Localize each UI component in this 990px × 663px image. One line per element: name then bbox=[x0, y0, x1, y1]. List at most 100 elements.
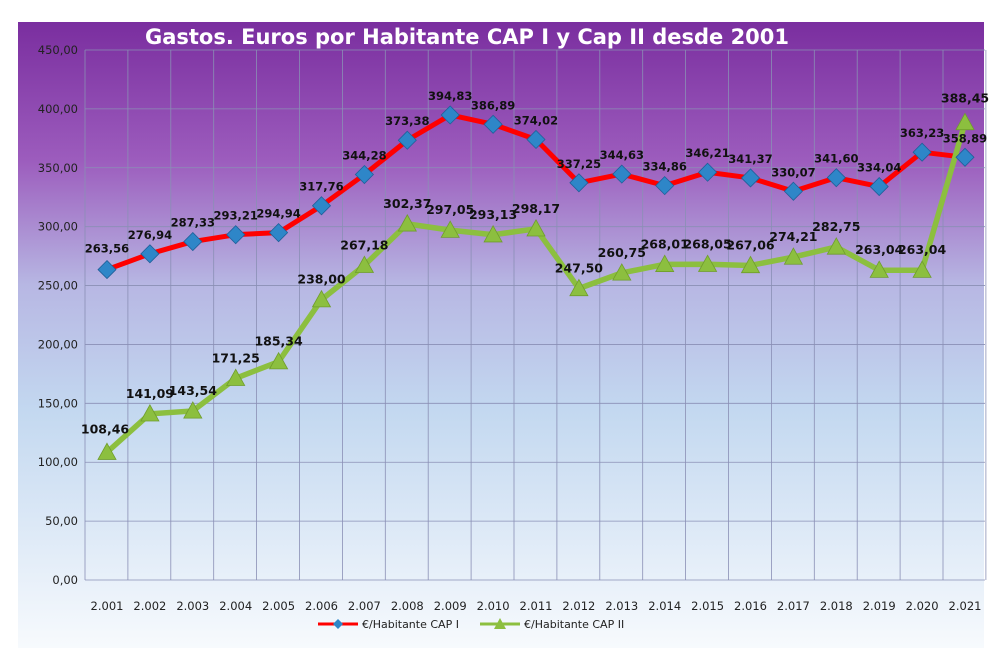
point-cap-i bbox=[483, 114, 503, 134]
x-tick-label: 2.016 bbox=[734, 599, 767, 613]
point-cap-ii bbox=[526, 218, 546, 237]
point-cap-ii bbox=[268, 351, 289, 370]
data-label-cap-i: 394,83 bbox=[428, 89, 472, 103]
point-cap-ii bbox=[397, 214, 417, 232]
x-tick-label: 2.004 bbox=[219, 599, 252, 613]
point-cap-i bbox=[869, 177, 889, 197]
x-tick-label: 2.006 bbox=[305, 599, 338, 613]
data-label-cap-ii: 282,75 bbox=[812, 219, 860, 234]
x-tick-label: 2.008 bbox=[391, 599, 424, 613]
y-tick-label: 50,00 bbox=[45, 514, 78, 528]
x-tick-label: 2.015 bbox=[691, 599, 724, 613]
data-label-cap-ii: 185,34 bbox=[254, 334, 303, 349]
data-label-cap-ii: 143,54 bbox=[169, 383, 218, 398]
point-cap-ii bbox=[440, 220, 460, 238]
point-cap-ii bbox=[226, 368, 246, 386]
point-cap-ii bbox=[612, 263, 632, 281]
data-label-cap-i: 341,60 bbox=[814, 152, 858, 166]
x-tick-label: 2.020 bbox=[906, 599, 939, 613]
series-layer bbox=[97, 105, 975, 460]
data-label-cap-ii: 263,04 bbox=[898, 242, 947, 257]
y-tick-label: 300,00 bbox=[38, 220, 78, 234]
point-cap-ii bbox=[826, 237, 846, 255]
x-tick-label: 2.019 bbox=[863, 599, 896, 613]
data-label-cap-ii: 298,17 bbox=[512, 201, 560, 216]
point-cap-ii bbox=[740, 255, 761, 274]
data-label-cap-i: 294,94 bbox=[256, 207, 300, 221]
data-label-cap-i: 363,23 bbox=[900, 126, 944, 140]
point-cap-i bbox=[826, 168, 846, 188]
data-label-cap-i: 341,37 bbox=[728, 152, 772, 166]
y-tick-label: 250,00 bbox=[38, 279, 78, 293]
x-tick-label: 2.010 bbox=[477, 599, 510, 613]
data-label-cap-ii: 388,45 bbox=[941, 90, 989, 105]
point-cap-i bbox=[183, 232, 203, 252]
data-label-cap-ii: 274,21 bbox=[769, 229, 817, 244]
x-tick-label: 2.013 bbox=[605, 599, 638, 613]
y-tick-label: 150,00 bbox=[38, 396, 78, 410]
data-label-cap-i: 346,21 bbox=[685, 146, 729, 160]
x-tick-label: 2.009 bbox=[434, 599, 467, 613]
point-cap-i bbox=[655, 176, 675, 196]
point-cap-i bbox=[269, 223, 289, 243]
point-cap-ii bbox=[869, 260, 889, 278]
data-label-cap-i: 330,07 bbox=[771, 165, 815, 179]
legend-marker-cap-i bbox=[333, 619, 343, 629]
data-label-cap-i: 276,94 bbox=[128, 228, 172, 242]
chart-title: Gastos. Euros por Habitante CAP I y Cap … bbox=[145, 25, 789, 49]
point-cap-ii bbox=[783, 247, 804, 265]
y-tick-label: 350,00 bbox=[38, 161, 78, 175]
point-cap-i bbox=[140, 244, 160, 264]
y-tick-label: 400,00 bbox=[38, 102, 78, 116]
data-label-cap-ii: 263,04 bbox=[855, 242, 904, 257]
point-cap-i bbox=[569, 173, 589, 193]
point-cap-ii bbox=[354, 255, 375, 273]
data-label-cap-i: 373,38 bbox=[385, 114, 429, 128]
y-tick-label: 200,00 bbox=[38, 337, 78, 351]
point-cap-i bbox=[311, 196, 332, 216]
point-cap-ii bbox=[483, 224, 503, 243]
data-label-cap-i: 344,28 bbox=[342, 149, 386, 163]
point-cap-i bbox=[955, 147, 975, 167]
x-tick-label: 2.005 bbox=[262, 599, 295, 613]
legend-label-cap-ii: €/Habitante CAP II bbox=[524, 618, 624, 631]
point-cap-i bbox=[226, 225, 246, 245]
data-label-cap-i: 386,89 bbox=[471, 98, 515, 112]
grid-layer bbox=[84, 49, 987, 581]
x-tick-label: 2.011 bbox=[520, 599, 553, 613]
point-cap-i bbox=[440, 105, 460, 125]
data-label-cap-i: 287,33 bbox=[171, 216, 215, 230]
x-tick-label: 2.017 bbox=[777, 599, 810, 613]
y-tick-label: 100,00 bbox=[38, 455, 78, 469]
legend: €/Habitante CAP I €/Habitante CAP II bbox=[318, 618, 624, 631]
x-tick-label: 2.012 bbox=[562, 599, 595, 613]
x-tick-label: 2.014 bbox=[648, 599, 681, 613]
data-label-cap-i: 337,25 bbox=[557, 157, 601, 171]
data-label-cap-i: 317,76 bbox=[299, 180, 343, 194]
legend-marker-cap-ii bbox=[494, 618, 506, 629]
data-label-cap-i: 344,63 bbox=[600, 148, 644, 162]
point-cap-ii bbox=[697, 254, 718, 272]
axis-layer: 0,00 50,00 100,00 150,00 200,00 250,00 300,00 3… bbox=[38, 43, 982, 613]
data-label-cap-ii: 267,06 bbox=[726, 237, 775, 252]
data-label-cap-ii: 171,25 bbox=[212, 350, 260, 365]
y-tick-label: 0,00 bbox=[52, 573, 78, 587]
point-cap-i bbox=[783, 181, 803, 201]
point-cap-i bbox=[97, 260, 117, 280]
point-cap-ii bbox=[569, 278, 589, 297]
data-label-cap-ii: 268,01 bbox=[641, 236, 689, 251]
point-cap-i bbox=[397, 130, 417, 150]
data-label-cap-i: 358,89 bbox=[943, 131, 987, 145]
data-label-cap-ii: 268,05 bbox=[683, 236, 731, 251]
data-label-cap-ii: 302,37 bbox=[383, 196, 431, 211]
data-label-cap-ii: 141,09 bbox=[126, 386, 174, 401]
data-label-cap-i: 334,86 bbox=[643, 160, 687, 174]
point-cap-ii bbox=[912, 260, 932, 278]
x-tick-label: 2.018 bbox=[820, 599, 853, 613]
data-label-cap-ii: 238,00 bbox=[297, 272, 346, 287]
point-cap-ii bbox=[311, 289, 332, 308]
point-cap-ii bbox=[183, 401, 203, 419]
data-label-cap-ii: 108,46 bbox=[81, 421, 130, 436]
